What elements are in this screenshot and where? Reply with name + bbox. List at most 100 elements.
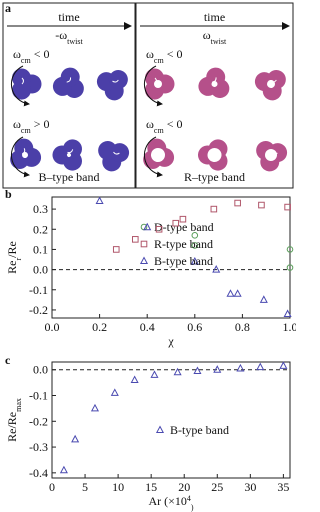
lobe [206,67,226,87]
point [279,361,288,369]
label-part: > 0 [31,117,50,131]
seam [271,151,278,155]
label-part: /Re [5,241,19,258]
rot-arrow [10,136,30,178]
trefoil [198,139,228,171]
band-label: R–type band [184,170,245,184]
y-tick-label: -0.4 [29,466,48,480]
label-part: 4 [187,494,191,503]
label-part: r [14,258,23,261]
seam [21,148,26,155]
x-tick-label: 15 [145,480,157,494]
x-tick-label: 35 [277,480,289,494]
point [95,196,104,205]
label-part: ω [13,47,21,61]
point [112,246,120,253]
legend-label: R-type band [154,237,213,251]
lobe [14,138,34,158]
label-part: ω [203,28,211,42]
point [226,289,235,297]
legend-marker [140,240,148,248]
x-tick-label: 20 [178,480,190,494]
lobe [108,69,128,89]
x-tick-label: 30 [244,480,256,494]
right-box [135,2,294,189]
point [286,246,294,253]
time-label: time [58,10,79,24]
y-tick-label: -0.2 [29,414,48,428]
point [130,375,139,384]
trefoil [10,138,42,170]
legend-label: B-type band [154,254,213,268]
label-part: ω [146,117,154,131]
legend-marker [155,425,165,433]
panel-label: a [5,1,11,15]
x-tick-label: 0.2 [92,320,107,334]
seam [21,77,24,85]
label-part: cm [154,56,165,65]
label-part: < 0 [31,47,50,61]
label-part: max [14,398,23,412]
omega-label: ωcm < 0 [146,117,182,135]
legend-marker [139,256,149,264]
seam [212,77,217,83]
seam [112,79,119,83]
omega-label: ωcm > 0 [13,117,49,135]
seam [212,149,219,154]
x-axis-label: Ar (×104) [148,494,193,512]
point [190,256,199,265]
legend-marker [140,240,148,248]
label-part: ω [146,47,154,61]
label-part: < 0 [164,117,183,131]
legend-label: B-type band [170,423,229,437]
point [110,388,119,396]
point [234,199,241,207]
label-part: -ω [55,28,67,42]
y-tick-label: -0.1 [29,389,48,403]
hole [151,148,165,162]
label-part: ) [191,503,194,512]
point [213,365,222,373]
rot-arrow [143,65,163,107]
y-tick-label: 0.2 [33,222,48,236]
panel-label: b [5,187,12,201]
lobe [11,68,31,88]
omega-label: ωcm < 0 [13,47,49,65]
legend-marker [155,425,165,433]
label-part: Ar (×10 [148,494,186,508]
lobe [60,67,80,87]
seam [67,149,74,154]
x-tick-label: 0.6 [187,320,202,334]
hole [265,149,277,161]
panel-label: c [5,353,11,367]
x-tick-label: 25 [211,480,223,494]
label-part: Re [5,261,19,274]
rot-arrow [143,136,163,178]
point [179,215,187,223]
hole [207,148,222,162]
legend-label: D-type band [154,220,214,234]
point [286,264,294,271]
seam [113,151,120,155]
point [256,362,265,371]
x-tick-label: 0.8 [235,320,250,334]
label-part: cm [21,56,32,65]
x-tick-label: 10 [112,480,124,494]
y-tick-label: 0.0 [33,263,48,277]
plot-frame [51,361,291,479]
label-part: twist [211,37,227,46]
point [191,242,199,249]
point [172,219,180,227]
trefoil [52,139,82,171]
label-part: ω [13,117,21,131]
left-box [2,2,136,189]
y-axis-label: Rer/Re [5,241,23,274]
point [283,309,292,317]
label-part: cm [21,126,32,135]
point [143,222,152,231]
lobe [110,143,130,163]
hole [67,153,71,157]
x-tick-label: 0.0 [45,320,60,334]
